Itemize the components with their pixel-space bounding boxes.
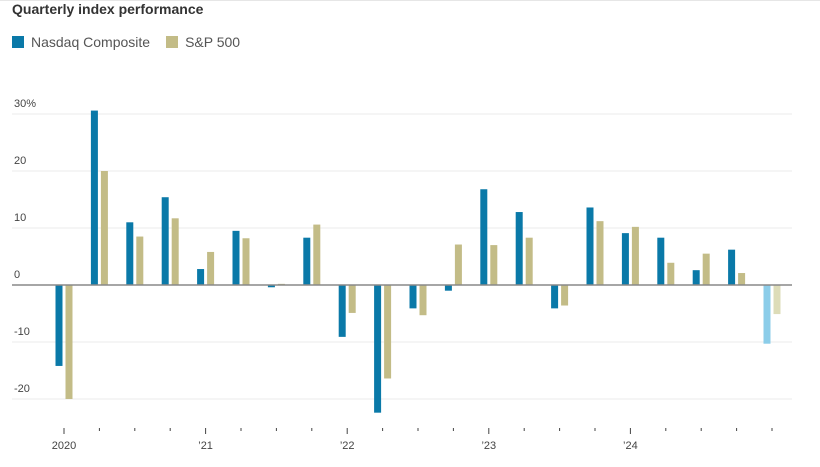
nasdaq-bar (197, 269, 205, 285)
sp500-bar (348, 285, 356, 313)
nasdaq-bar (409, 285, 417, 309)
legend-item-nasdaq: Nasdaq Composite (12, 34, 150, 50)
nasdaq-bar (55, 285, 63, 366)
y-tick-label: 30% (14, 98, 36, 110)
sp500-bar (738, 273, 746, 285)
sp500-bar (207, 251, 215, 285)
x-tick-label: ’24 (623, 440, 638, 452)
nasdaq-bar (692, 270, 700, 285)
sp500-bar (100, 171, 108, 285)
nasdaq-bar (621, 233, 629, 285)
x-tick-label: ’22 (340, 440, 355, 452)
legend-swatch-sp500 (166, 36, 179, 48)
y-tick-label: -20 (14, 383, 30, 395)
legend: Nasdaq Composite S&P 500 (12, 34, 256, 50)
sp500-bar (561, 285, 569, 306)
nasdaq-bar (374, 285, 382, 413)
y-tick-label: 20 (14, 155, 26, 167)
sp500-bar (773, 285, 781, 315)
sp500-bar (490, 245, 498, 285)
y-tick-label: -10 (14, 326, 30, 338)
nasdaq-bar (338, 285, 346, 337)
x-tick-label: 2020 (52, 440, 76, 452)
sp500-bar (65, 285, 73, 399)
sp500-bar (242, 238, 250, 285)
sp500-bar (454, 244, 462, 285)
sp500-bar (136, 236, 144, 285)
nasdaq-bar (267, 285, 275, 288)
nasdaq-bar (728, 249, 736, 285)
nasdaq-bar (232, 230, 240, 285)
sp500-bar (384, 285, 392, 379)
sp500-bar (171, 218, 179, 285)
sp500-bar (631, 226, 639, 285)
chart-title: Quarterly index performance (12, 1, 204, 17)
sp500-bar (667, 262, 675, 285)
legend-swatch-nasdaq (12, 36, 24, 48)
sp500-bar (525, 237, 533, 285)
legend-label-nasdaq: Nasdaq Composite (31, 34, 151, 50)
y-tick-label: 0 (14, 269, 20, 281)
sp500-bar (419, 285, 427, 316)
nasdaq-bar (551, 285, 559, 309)
nasdaq-bar (586, 207, 594, 285)
nasdaq-bar (126, 222, 134, 285)
sp500-bar (596, 221, 604, 285)
x-tick-label: ’21 (198, 440, 213, 452)
nasdaq-bar (444, 285, 452, 291)
sp500-bar (313, 224, 321, 285)
nasdaq-bar (657, 237, 665, 285)
legend-label-sp500: S&P 500 (185, 34, 241, 50)
legend-item-sp500: S&P 500 (166, 34, 240, 50)
nasdaq-bar (90, 110, 98, 285)
nasdaq-bar (763, 285, 771, 344)
nasdaq-bar (303, 237, 311, 285)
nasdaq-bar (480, 189, 488, 285)
x-tick-label: ’23 (481, 440, 496, 452)
nasdaq-bar (161, 197, 169, 285)
nasdaq-bar (515, 212, 523, 285)
y-tick-label: 10 (14, 212, 26, 224)
top-divider (0, 0, 820, 1)
sp500-bar (702, 253, 710, 285)
